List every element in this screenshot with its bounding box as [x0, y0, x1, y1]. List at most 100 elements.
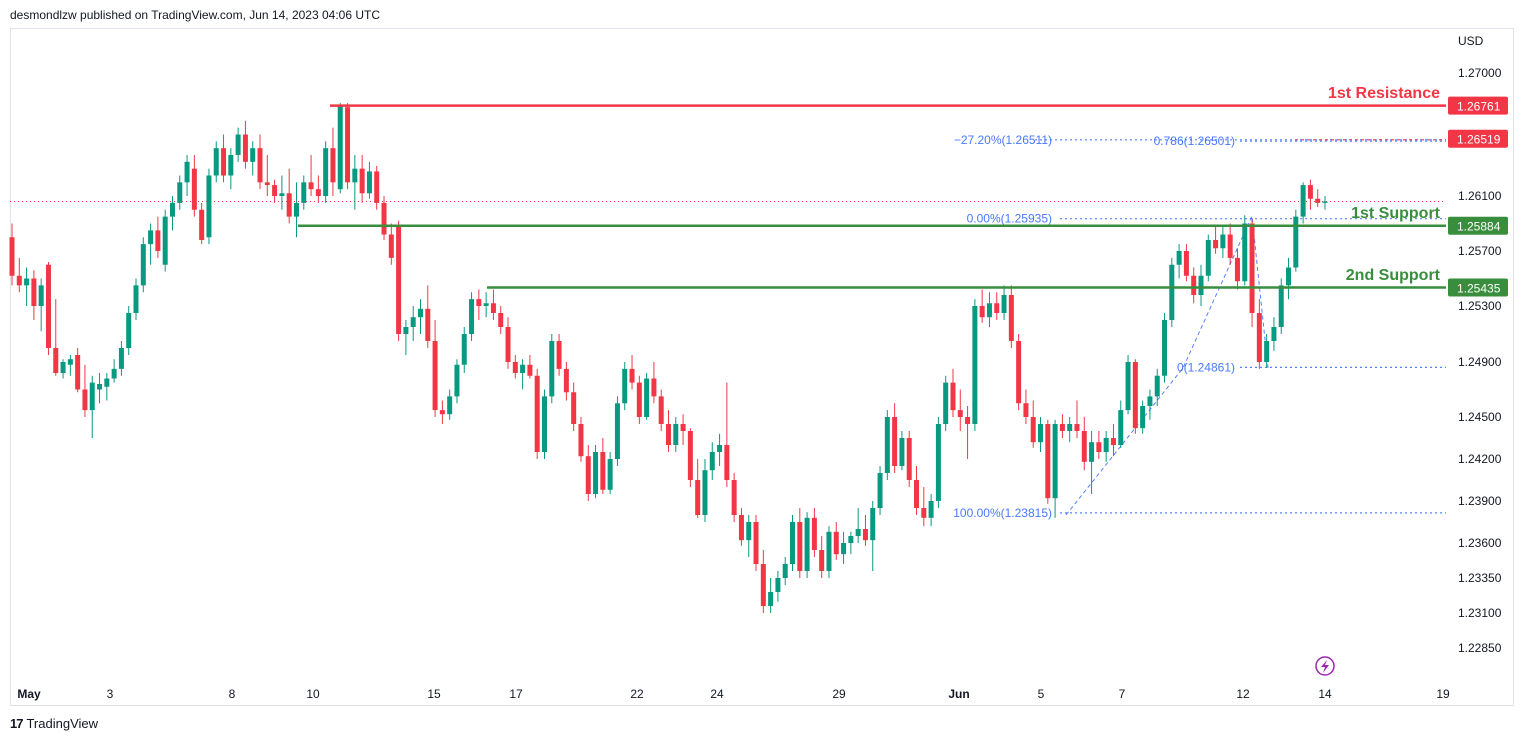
- candle-body: [906, 438, 912, 480]
- candle-body: [1052, 424, 1058, 499]
- x-tick-label: May: [17, 687, 41, 701]
- candle-body: [199, 209, 205, 240]
- candle-body: [75, 355, 81, 390]
- y-tick-label: 1.23600: [1458, 536, 1502, 550]
- candle-body: [31, 278, 37, 306]
- candle-body: [1016, 341, 1022, 404]
- candle-body: [666, 424, 671, 445]
- candle-body: [571, 392, 577, 424]
- candle-body: [366, 171, 372, 194]
- candle-body: [943, 382, 949, 424]
- x-tick-label: Jun: [948, 687, 969, 701]
- x-tick-label: 22: [630, 687, 644, 701]
- candle-body: [432, 341, 438, 411]
- x-tick-label: 24: [710, 687, 724, 701]
- candle-body: [899, 438, 905, 466]
- candle-body: [1278, 285, 1284, 327]
- tradingview-brand[interactable]: TradingView: [26, 716, 99, 731]
- candle-body: [301, 182, 307, 203]
- candle-body: [1132, 362, 1138, 429]
- candle-body: [388, 234, 394, 258]
- candle-body: [1205, 240, 1211, 276]
- candle-body: [417, 308, 423, 318]
- candle-body: [826, 531, 832, 571]
- level-label: 2nd Support: [1346, 267, 1441, 284]
- candle-body: [133, 285, 139, 313]
- candle-body: [469, 299, 475, 334]
- candle-body: [600, 452, 606, 490]
- candle-body: [877, 473, 883, 508]
- fib-level-label: 0.00%(1.25935): [967, 212, 1052, 226]
- candle-body: [811, 517, 817, 550]
- candle-body: [892, 417, 898, 466]
- candle-body: [97, 384, 103, 390]
- candle-body: [965, 417, 971, 424]
- candle-body: [1322, 201, 1328, 203]
- candle-body: [1315, 198, 1321, 203]
- candle-body: [53, 348, 59, 373]
- candle-body: [447, 396, 453, 415]
- candle-body: [1256, 313, 1262, 362]
- candle-body: [819, 550, 825, 571]
- candle-body: [1008, 295, 1014, 341]
- chart-frame: [10, 28, 1514, 706]
- candle-body: [1293, 216, 1299, 268]
- candle-body: [169, 202, 175, 217]
- currency-label: USD: [1458, 34, 1484, 48]
- last-price-tag: [1448, 129, 1508, 148]
- candle-body: [1140, 406, 1146, 429]
- fib-level-label: 100.00%(1.23815): [953, 506, 1052, 520]
- y-tick-label: 1.23350: [1458, 571, 1502, 585]
- candle-body: [1176, 251, 1182, 265]
- candle-body: [330, 148, 336, 183]
- candle-body: [140, 244, 146, 286]
- candle-body: [1001, 295, 1007, 313]
- lightning-bolt-icon: [1321, 660, 1329, 673]
- candle-body: [374, 171, 380, 203]
- candle-body: [556, 341, 562, 369]
- candle-body: [177, 182, 183, 203]
- candle-body: [731, 480, 737, 515]
- candle-body: [1089, 442, 1095, 462]
- candle-body: [1030, 417, 1036, 443]
- candle-body: [790, 522, 796, 564]
- candle-body: [1191, 275, 1197, 295]
- candle-body: [1081, 431, 1087, 462]
- candle-body: [403, 327, 409, 334]
- candle-body: [1234, 257, 1240, 282]
- candle-body: [425, 308, 431, 341]
- candle-body: [1103, 438, 1109, 452]
- candle-body: [760, 564, 766, 606]
- candle-body: [768, 592, 774, 606]
- candle-body: [235, 134, 241, 155]
- candle-body: [1183, 251, 1189, 276]
- x-tick-label: 8: [229, 687, 236, 701]
- candle-body: [308, 182, 314, 190]
- last-price-label: 1.26519: [1457, 133, 1501, 147]
- candle-body: [614, 403, 620, 459]
- candle-body: [89, 382, 95, 411]
- candle-body: [279, 193, 285, 196]
- candle-body: [250, 148, 256, 162]
- candle-body: [439, 410, 445, 415]
- candle-body: [1198, 275, 1204, 295]
- x-tick-label: 17: [509, 687, 523, 701]
- candle-body: [293, 202, 299, 217]
- candle-body: [855, 529, 861, 536]
- candle-body: [1249, 223, 1255, 313]
- candle-body: [673, 424, 679, 445]
- candle-body: [563, 368, 569, 393]
- candle-body: [921, 508, 927, 518]
- price-tag: [1448, 96, 1508, 115]
- candle-body: [162, 216, 168, 265]
- candle-body: [505, 327, 511, 362]
- tradingview-logo-icon[interactable]: 17: [10, 716, 24, 731]
- candle-body: [804, 517, 810, 571]
- candle-body: [264, 182, 270, 186]
- candle-body: [1110, 438, 1116, 445]
- candle-body: [454, 364, 460, 397]
- candle-body: [695, 480, 701, 515]
- candle-body: [1242, 223, 1248, 282]
- x-tick-label: 29: [832, 687, 846, 701]
